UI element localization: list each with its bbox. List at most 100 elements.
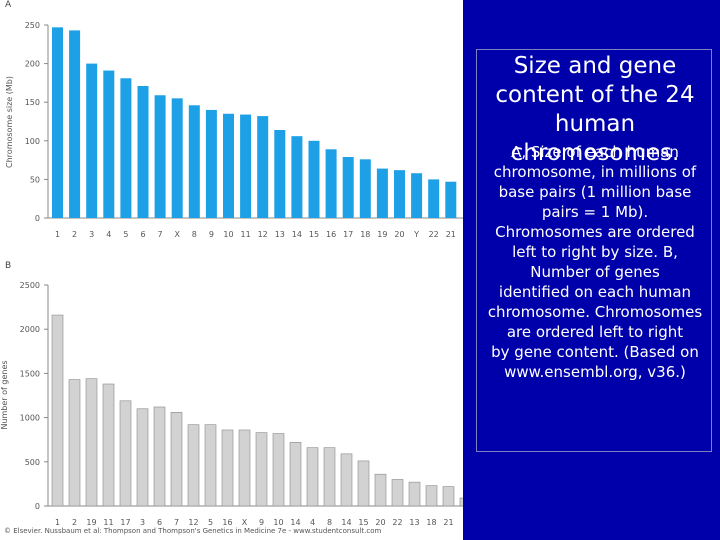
x-tick-label: 19 — [377, 230, 387, 239]
bar — [103, 70, 115, 218]
bar — [374, 473, 387, 507]
x-tick-label: 11 — [103, 518, 113, 527]
bar — [119, 400, 132, 507]
x-tick-label: 6 — [157, 518, 162, 527]
y-tick-label: 150 — [25, 98, 40, 107]
bar — [205, 109, 217, 218]
bar — [240, 114, 252, 218]
x-tick-label: 9 — [209, 230, 214, 239]
bar — [85, 378, 98, 507]
x-tick-label: 11 — [241, 230, 251, 239]
bar — [323, 447, 336, 507]
slide-caption: A, Size of each human chromosome, in mil… — [487, 143, 703, 381]
bar — [171, 98, 183, 218]
x-tick-label: 16 — [326, 230, 336, 239]
x-tick-label: 1 — [55, 230, 60, 239]
x-tick-label: 20 — [394, 230, 404, 239]
x-tick-label: 21 — [446, 230, 456, 239]
x-tick-label: 18 — [360, 230, 370, 239]
bar — [289, 442, 302, 507]
x-tick-label: 12 — [258, 230, 268, 239]
y-axis-label: Chromosome size (Mb) — [5, 76, 14, 168]
x-tick-label: 10 — [273, 518, 283, 527]
bar — [291, 136, 303, 218]
bar — [408, 481, 421, 507]
bar — [204, 424, 217, 507]
x-tick-label: 13 — [275, 230, 285, 239]
x-tick-label: 14 — [290, 518, 300, 527]
x-tick-label: 15 — [309, 230, 319, 239]
bar — [153, 406, 166, 507]
bar — [411, 173, 423, 218]
bar — [428, 179, 440, 218]
x-tick-label: 2 — [72, 518, 77, 527]
y-tick-label: 1000 — [20, 414, 40, 423]
x-tick-label: 15 — [358, 518, 368, 527]
x-tick-label: 17 — [343, 230, 353, 239]
x-tick-label: 22 — [429, 230, 439, 239]
y-tick-label: 0 — [35, 502, 40, 511]
panel-label: B — [5, 261, 11, 271]
bar — [221, 429, 234, 507]
y-tick-label: 0 — [35, 214, 40, 223]
bar — [154, 95, 166, 218]
y-tick-label: 100 — [25, 137, 40, 146]
bar — [391, 479, 404, 507]
x-tick-label: 4 — [310, 518, 315, 527]
x-tick-label: 20 — [375, 518, 385, 527]
slide-title: Size and gene content of the 24 human ch… — [495, 53, 695, 166]
bar — [274, 129, 286, 218]
bar — [342, 157, 354, 218]
figure-panel: A 0 50 100 150 200 250 Chromosome size (Mb) 1 2 3 4… — [0, 0, 463, 540]
x-tick-label: 7 — [174, 518, 179, 527]
x-tick-label: 10 — [223, 230, 233, 239]
bar — [308, 140, 320, 218]
x-tick-label: Y — [462, 518, 463, 527]
bar — [52, 27, 63, 219]
x-tick-label: X — [242, 518, 248, 527]
bar — [51, 314, 64, 507]
bar — [68, 379, 81, 507]
bar — [86, 63, 98, 218]
x-tick-label: 18 — [426, 518, 436, 527]
bar — [272, 433, 285, 507]
y-axis-label: Number of genes — [0, 360, 9, 429]
x-tick-label: 2 — [72, 230, 77, 239]
x-tick-label: 14 — [341, 518, 351, 527]
panel-label: A — [5, 0, 12, 10]
bar — [255, 432, 268, 507]
bar — [459, 497, 463, 507]
x-tick-label: X — [174, 230, 180, 239]
x-tick-label: Y — [413, 230, 419, 239]
y-tick-label: 2000 — [20, 325, 40, 334]
x-tick-label: 14 — [292, 230, 302, 239]
bar — [394, 170, 405, 218]
bar — [306, 447, 319, 507]
y-tick-label: 50 — [30, 175, 40, 184]
x-tick-label: 5 — [208, 518, 213, 527]
x-tick-label: 9 — [259, 518, 264, 527]
bar — [442, 486, 455, 507]
bar — [238, 429, 251, 507]
x-tick-label: 8 — [192, 230, 197, 239]
bar — [187, 424, 200, 507]
bar — [137, 85, 149, 218]
bar — [257, 116, 269, 218]
bar — [357, 460, 370, 507]
y-tick-label: 500 — [25, 458, 40, 467]
x-tick-label: 13 — [409, 518, 419, 527]
x-tick-label: 1 — [55, 518, 60, 527]
bar — [425, 485, 438, 507]
y-tick-label: 1500 — [20, 369, 40, 378]
x-tick-label: 17 — [120, 518, 130, 527]
copyright-credit: © Elsevier. Nussbaum et al: Thompson and… — [4, 527, 382, 535]
x-tick-label: 12 — [188, 518, 198, 527]
bar — [223, 113, 234, 218]
bar — [136, 408, 149, 507]
x-tick-label: 7 — [158, 230, 163, 239]
x-tick-label: 3 — [140, 518, 145, 527]
description-panel: Size and gene content of the 24 human ch… — [476, 49, 712, 452]
y-tick-label: 2500 — [20, 281, 40, 290]
x-tick-label: 5 — [123, 230, 128, 239]
x-tick-label: 16 — [222, 518, 232, 527]
